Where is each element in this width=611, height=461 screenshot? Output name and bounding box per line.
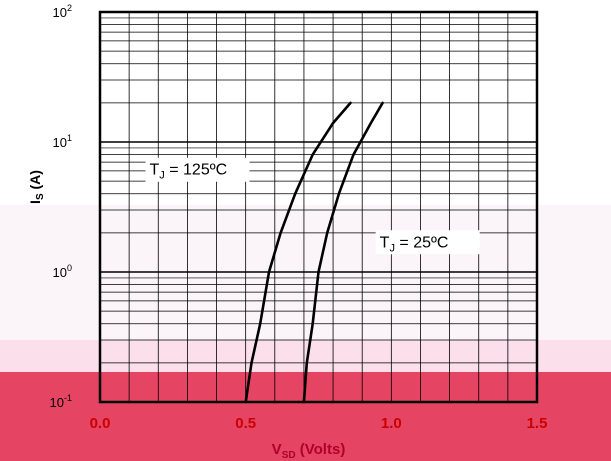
y-tick-label: 101 [53,133,72,150]
y-axis-title: IS (A) [27,170,46,204]
x-axis-title-unit: (Volts) [296,441,346,458]
y-tick-base: 10 [53,135,67,150]
y-axis-title-sub: S [35,193,46,200]
series-label-main: T [150,162,160,179]
y-tick-exp: 2 [67,3,72,13]
plot-frame [98,10,539,404]
y-tick-base: 10 [53,265,67,280]
y-axis-title-unit: (A) [27,170,43,193]
series-label-rest: = 125ºC [165,162,227,179]
series-label-sub: J [159,170,165,182]
series-label-bg-2 [375,230,480,255]
x-axis-title-sub: SD [282,450,296,461]
y-tick-label: 102 [53,3,72,20]
series-label-sub: J [389,242,395,254]
series-label-main: T [380,234,390,251]
curve-series-2 [302,101,384,404]
series-label-rest: = 25ºC [395,234,448,251]
y-tick-label: 100 [53,263,72,280]
x-axis-title-main: V [272,441,282,458]
y-tick-base: 10 [53,5,67,20]
series-label-1: TJ = 125ºC [150,162,228,182]
x-tick-labels: 0.0 0.5 1.0 1.5 [90,415,548,432]
y-tick-label: 10-1 [50,393,72,410]
curve-series-1 [244,101,352,404]
curves [244,101,384,404]
grid [100,12,537,402]
y-tick-exp: 1 [67,133,72,143]
x-tick-label: 0.5 [235,415,256,432]
x-tick-label: 1.5 [527,415,548,432]
x-tick-label: 0.0 [90,415,111,432]
y-tick-exp: -1 [64,393,72,403]
y-tick-base: 10 [50,395,64,410]
series-label-bg-1 [145,157,250,182]
x-axis-title: VSD (Volts) [272,441,346,461]
y-tick-exp: 0 [67,263,72,273]
y-axis-title-main: I [27,200,43,204]
series-label-2: TJ = 25ºC [380,234,449,254]
x-tick-label: 1.0 [381,415,402,432]
